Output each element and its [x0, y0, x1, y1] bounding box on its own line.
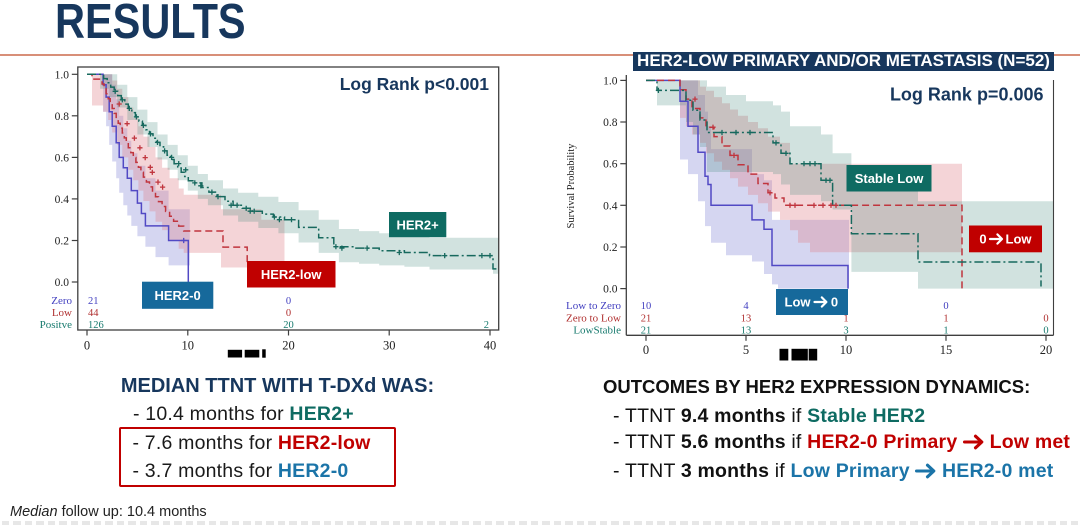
svg-text:0: 0: [1043, 326, 1048, 337]
svg-text:0.2: 0.2: [603, 242, 618, 254]
svg-text:21: 21: [641, 314, 652, 325]
svg-text:10: 10: [182, 339, 195, 353]
svg-text:1: 1: [943, 326, 948, 337]
svg-text:30: 30: [383, 339, 396, 353]
svg-text:13: 13: [741, 314, 752, 325]
svg-text:20: 20: [282, 339, 295, 353]
svg-text:20: 20: [283, 320, 294, 331]
svg-text:10: 10: [840, 343, 853, 357]
svg-text:Zero to Low: Zero to Low: [566, 313, 621, 325]
svg-text:0.0: 0.0: [55, 277, 70, 289]
svg-text:0.0: 0.0: [603, 284, 618, 296]
svg-text:15: 15: [940, 343, 953, 357]
svg-text:21: 21: [88, 296, 99, 307]
svg-text:Zero: Zero: [51, 295, 72, 307]
svg-text:1: 1: [843, 314, 848, 325]
svg-text:Low: Low: [1006, 232, 1033, 247]
svg-text:0: 0: [84, 339, 90, 353]
svg-text:Low to Zero: Low to Zero: [566, 300, 621, 312]
svg-text:10: 10: [641, 301, 652, 312]
svg-text:44: 44: [88, 308, 99, 319]
svg-text:0: 0: [831, 295, 838, 310]
svg-text:Low: Low: [785, 295, 812, 310]
svg-text:13: 13: [741, 326, 752, 337]
svg-text:0: 0: [286, 308, 291, 319]
svg-text:5: 5: [743, 343, 749, 357]
svg-text:20: 20: [1040, 343, 1053, 357]
svg-text:Log Rank p<0.001: Log Rank p<0.001: [340, 74, 490, 94]
svg-text:LowStable: LowStable: [573, 325, 621, 337]
svg-text:Survival Probability: Survival Probability: [566, 143, 577, 229]
svg-text:0.6: 0.6: [603, 159, 618, 171]
svg-text:0: 0: [943, 301, 948, 312]
svg-text:126: 126: [88, 320, 104, 331]
svg-text:0: 0: [979, 232, 986, 247]
svg-text:40: 40: [484, 339, 497, 353]
svg-text:HER2+: HER2+: [396, 218, 439, 233]
svg-text:21: 21: [641, 326, 652, 337]
svg-text:1.0: 1.0: [55, 69, 70, 81]
svg-text:0: 0: [286, 296, 291, 307]
svg-text:0.2: 0.2: [55, 236, 70, 248]
svg-text:1.0: 1.0: [603, 75, 618, 87]
svg-text:HER2-0: HER2-0: [154, 288, 200, 303]
svg-text:Stable Low: Stable Low: [855, 171, 925, 186]
svg-text:HER2-low: HER2-low: [261, 267, 323, 282]
svg-text:2: 2: [484, 320, 489, 331]
svg-text:Positve: Positve: [40, 319, 73, 331]
svg-text:0.8: 0.8: [55, 111, 70, 123]
svg-text:0.8: 0.8: [603, 117, 618, 129]
svg-text:0.4: 0.4: [55, 194, 70, 206]
svg-text:0.4: 0.4: [603, 200, 618, 212]
svg-text:3: 3: [843, 326, 848, 337]
svg-text:1: 1: [943, 314, 948, 325]
svg-text:0: 0: [643, 343, 649, 357]
svg-text:0: 0: [1043, 314, 1048, 325]
svg-text:Low: Low: [52, 307, 72, 319]
svg-text:0.6: 0.6: [55, 152, 70, 164]
svg-text:Log Rank p=0.006: Log Rank p=0.006: [890, 85, 1044, 105]
svg-text:4: 4: [743, 301, 749, 312]
